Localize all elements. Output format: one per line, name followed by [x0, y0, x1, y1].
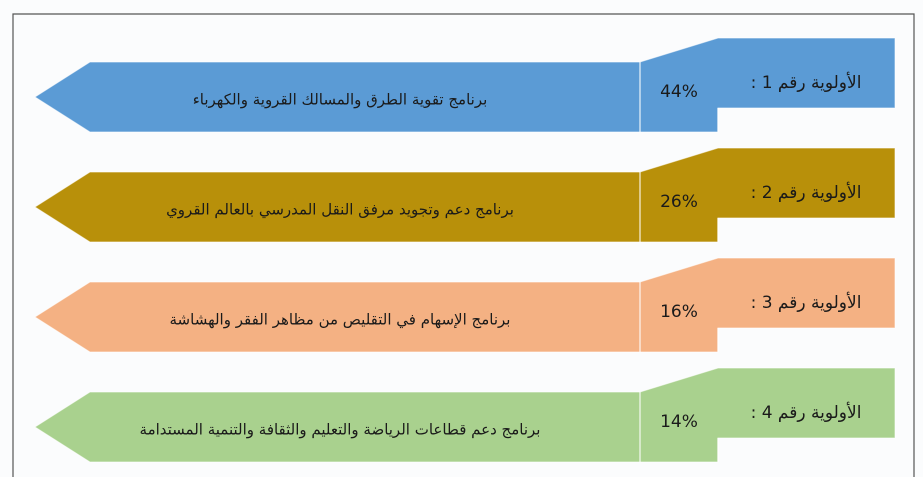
arrow — [34, 37, 896, 133]
program: برنامج الإسهام في التقليص من مظاهر الفقر… — [170, 311, 511, 330]
percent: 16% — [660, 302, 698, 322]
percent: 44% — [660, 82, 698, 102]
priority-label: الأولوية رقم 2 : — [751, 182, 862, 203]
program: برنامج دعم قطاعات الرياضة والتعليم والثق… — [140, 421, 541, 439]
priority-label: الأولوية رقم 4 : — [751, 402, 862, 423]
priority-label: الأولوية رقم 1 : — [751, 72, 862, 93]
frame — [12, 13, 915, 477]
arrow — [34, 147, 896, 243]
arrow — [34, 257, 896, 353]
program: برنامج دعم وتجويد مرفق النقل المدرسي بال… — [166, 201, 514, 220]
priority-label: الأولوية رقم 3 : — [751, 292, 862, 313]
percent: 26% — [660, 192, 698, 212]
arrow — [34, 367, 896, 463]
program: برنامج تقوية الطرق والمسالك القروية والك… — [193, 91, 488, 109]
percent: 14% — [660, 412, 698, 432]
